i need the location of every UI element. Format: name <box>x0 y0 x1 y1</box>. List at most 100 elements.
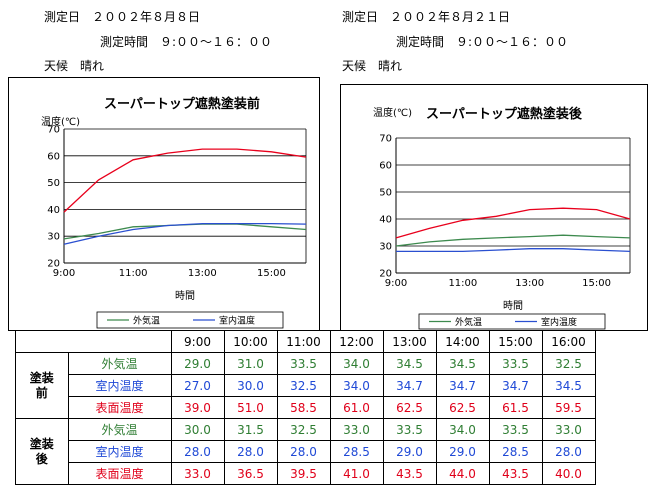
table-row: 表面温度 39.0 51.0 58.5 61.0 62.5 62.5 61.5 59.5 <box>16 396 596 419</box>
table-cell: 34.7 <box>488 374 543 397</box>
column-header: 9:00 <box>170 330 225 353</box>
table-cell: 43.5 <box>488 462 543 485</box>
row-label: 室内温度 <box>67 374 172 397</box>
table-cell: 32.5 <box>276 418 331 441</box>
chart-title: スーパートップ遮熱塗装後 <box>426 106 583 122</box>
x-tick-label: 13:00 <box>188 268 217 279</box>
column-header: 11:00 <box>276 330 331 353</box>
table-cell: 28.0 <box>223 440 278 463</box>
table-cell: 51.0 <box>223 396 278 419</box>
series-line-2 <box>395 207 631 239</box>
table-cell: 28.0 <box>541 440 596 463</box>
group-label: 塗装後 <box>15 418 69 485</box>
table-cell: 29.0 <box>170 352 225 375</box>
table-cell: 61.0 <box>329 396 384 419</box>
table-cell: 28.5 <box>488 440 543 463</box>
table-cell: 33.0 <box>170 462 225 485</box>
y-tick-label: 20 <box>379 269 392 280</box>
table-cell: 33.5 <box>488 352 543 375</box>
legend-label: 室内温度 <box>541 316 577 328</box>
table-cell: 29.0 <box>382 440 437 463</box>
legend-label: 室内温度 <box>219 315 255 327</box>
table-cell: 33.5 <box>488 418 543 441</box>
y-tick-label: 70 <box>47 125 60 136</box>
table-cell: 34.7 <box>435 374 490 397</box>
table-cell: 32.5 <box>541 352 596 375</box>
y-axis-label: 温度(℃) <box>373 106 412 119</box>
series-line-0 <box>395 234 631 247</box>
series-line-2 <box>63 148 307 213</box>
series-line-1 <box>396 248 631 253</box>
table-cell: 34.7 <box>382 374 437 397</box>
group-label: 塗装前 <box>15 352 69 419</box>
column-header: 13:00 <box>382 330 437 353</box>
after-time-label: 測定時間 ９:００〜１６：００ <box>396 35 569 49</box>
table-cell: 58.5 <box>276 396 331 419</box>
table-cell: 44.0 <box>435 462 490 485</box>
x-tick-label: 9:00 <box>385 278 407 289</box>
table-cell: 39.0 <box>170 396 225 419</box>
x-tick-label: 11:00 <box>119 268 148 279</box>
x-tick-label: 15:00 <box>257 268 286 279</box>
table-cell: 34.0 <box>329 352 384 375</box>
y-tick-label: 70 <box>379 134 392 145</box>
table-cell: 32.5 <box>276 374 331 397</box>
table-cell: 34.0 <box>329 374 384 397</box>
table-cell: 43.5 <box>382 462 437 485</box>
row-label: 外気温 <box>67 418 172 441</box>
y-tick-label: 20 <box>47 259 60 270</box>
column-header: 12:00 <box>329 330 384 353</box>
y-tick-label: 60 <box>47 151 60 162</box>
table-cell: 33.0 <box>329 418 384 441</box>
table-cell: 33.5 <box>382 418 437 441</box>
after-date-label: 測定日 ２００２年８月２１日 <box>342 10 511 24</box>
chart-before-frame: スーパートップ遮熱塗装前 温度(℃) 20 30 40 50 60 70 9:00 11:00 13… <box>8 77 320 331</box>
y-tick-label: 30 <box>379 242 392 253</box>
y-tick-label: 60 <box>379 161 392 172</box>
table-cell: 41.0 <box>329 462 384 485</box>
table-row: 室内温度 27.0 30.0 32.5 34.0 34.7 34.7 34.7 34.5 <box>16 374 596 397</box>
table-row: 室内温度 28.0 28.0 28.0 28.5 29.0 29.0 28.5 28.0 <box>16 440 596 463</box>
temperature-table: 9:00 10:00 11:00 12:00 13:00 14:00 15:00… <box>15 330 596 485</box>
before-weather-label: 天候 晴れ <box>44 59 105 73</box>
row-label: 外気温 <box>67 352 172 375</box>
y-tick-label: 40 <box>379 215 392 226</box>
column-header: 16:00 <box>541 330 596 353</box>
table-cell: 29.0 <box>435 440 490 463</box>
legend-label: 外気温 <box>455 316 482 328</box>
chart-after: スーパートップ遮熱塗装後 温度(℃) 20 30 40 50 60 70 9:00 11:00 13… <box>373 106 631 330</box>
x-axis-label: 時間 <box>503 300 523 312</box>
table-row: 塗装後 外気温 30.0 31.5 32.5 33.0 33.5 34.0 33.5 33.0 <box>15 418 596 485</box>
chart-after-frame: スーパートップ遮熱塗装後 温度(℃) 20 30 40 50 60 70 9:00 11:00 13… <box>340 84 648 331</box>
y-tick-label: 40 <box>47 205 60 216</box>
table-cell: 31.5 <box>223 418 278 441</box>
table-row: 表面温度 33.0 36.5 39.5 41.0 43.5 44.0 43.5 40.0 <box>16 462 596 485</box>
column-header: 15:00 <box>488 330 543 353</box>
row-label: 表面温度 <box>67 462 172 485</box>
column-header: 10:00 <box>223 330 278 353</box>
legend-box <box>96 311 284 329</box>
after-weather-label: 天候 晴れ <box>342 59 403 73</box>
before-date-label: 測定日 ２００２年８月８日 <box>44 10 201 24</box>
table-cell: 34.5 <box>382 352 437 375</box>
table-cell: 39.5 <box>276 462 331 485</box>
legend-label: 外気温 <box>133 315 160 327</box>
series-line-0 <box>63 223 307 240</box>
x-axis-label: 時間 <box>175 290 195 302</box>
before-time-label: 測定時間 ９:００〜１６：００ <box>100 35 273 49</box>
table-cell: 34.0 <box>435 418 490 441</box>
table-cell: 33.0 <box>541 418 596 441</box>
table-corner-label <box>68 330 172 353</box>
table-header-row: 9:00 10:00 11:00 12:00 13:00 14:00 15:00… <box>15 330 596 353</box>
table-body: 塗装前 外気温 29.0 31.0 33.5 34.0 34.5 34.5 33.5 32.5 室内… <box>15 352 596 485</box>
y-tick-label: 30 <box>47 232 60 243</box>
table-cell: 33.5 <box>276 352 331 375</box>
x-tick-label: 11:00 <box>448 278 477 289</box>
table-cell: 62.5 <box>435 396 490 419</box>
y-tick-label: 50 <box>47 178 60 189</box>
series-line-1 <box>63 222 307 245</box>
legend-box <box>418 313 606 330</box>
table-cell: 62.5 <box>382 396 437 419</box>
table-cell: 28.0 <box>170 440 225 463</box>
